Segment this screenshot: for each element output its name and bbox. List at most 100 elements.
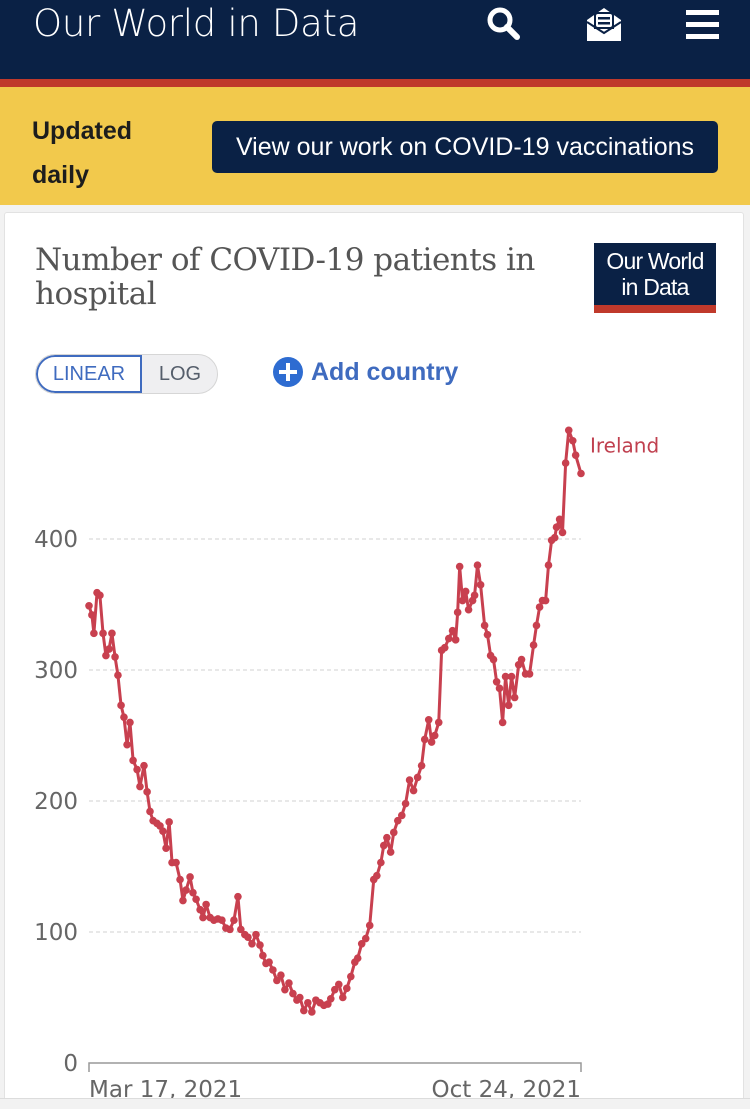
- data-point: [434, 718, 443, 727]
- data-point: [504, 701, 513, 710]
- newsletter-icon[interactable]: [584, 4, 624, 44]
- data-point: [393, 816, 402, 825]
- data-point: [252, 930, 260, 939]
- data-point: [405, 776, 414, 784]
- data-point: [192, 895, 200, 904]
- log-scale-button[interactable]: LOG: [158, 363, 202, 385]
- logo-red-bar: [594, 305, 716, 313]
- series-label: Ireland: [590, 433, 659, 457]
- data-point: [88, 611, 96, 619]
- data-point: [265, 958, 273, 966]
- data-point: [401, 799, 410, 808]
- y-tick-label: 400: [34, 527, 78, 553]
- data-point: [480, 621, 489, 630]
- data-point: [120, 713, 128, 721]
- data-point: [123, 740, 131, 749]
- data-point: [269, 966, 277, 974]
- data-point: [535, 603, 544, 611]
- data-point: [326, 995, 335, 1003]
- data-point: [117, 701, 125, 710]
- data-point: [383, 833, 391, 842]
- logo-line-1: Our World: [606, 248, 704, 274]
- data-point: [146, 807, 154, 816]
- search-icon[interactable]: [484, 4, 524, 44]
- data-point: [226, 925, 234, 934]
- data-point: [273, 976, 281, 985]
- data-point: [300, 1006, 308, 1015]
- data-point: [202, 900, 210, 909]
- add-country-button[interactable]: Add country: [273, 355, 458, 389]
- vaccinations-cta-button[interactable]: View our work on COVID-19 vaccinations: [212, 121, 718, 173]
- data-point: [218, 916, 226, 925]
- data-point: [289, 989, 297, 998]
- data-point: [473, 561, 482, 569]
- plus-circle-icon: [273, 357, 303, 387]
- data-point: [129, 756, 137, 765]
- menu-icon[interactable]: [684, 4, 724, 44]
- data-point: [417, 761, 426, 770]
- data-point: [361, 934, 370, 943]
- data-point: [453, 608, 462, 617]
- data-point: [186, 873, 194, 881]
- data-point: [448, 626, 457, 635]
- data-point: [495, 684, 504, 693]
- data-point: [492, 677, 501, 686]
- data-point: [561, 459, 570, 467]
- data-point: [424, 715, 433, 724]
- data-point: [102, 651, 110, 660]
- data-point: [196, 905, 204, 914]
- data-point: [334, 980, 343, 989]
- data-point: [389, 828, 398, 837]
- x-axis-line: [88, 1062, 582, 1072]
- data-point: [529, 641, 538, 649]
- data-point: [357, 939, 366, 948]
- data-point: [564, 426, 573, 435]
- data-point: [99, 629, 107, 638]
- data-point: [304, 998, 312, 1007]
- update-banner: Updated daily View our work on COVID-19 …: [0, 87, 750, 205]
- data-point: [568, 436, 577, 445]
- data-point: [498, 718, 507, 727]
- site-brand[interactable]: Our World in Data: [33, 2, 360, 45]
- data-point: [308, 1008, 316, 1016]
- data-point: [96, 591, 104, 600]
- data-point: [451, 636, 460, 644]
- data-point: [136, 782, 144, 791]
- data-point: [379, 841, 388, 850]
- y-tick-label: 300: [34, 658, 78, 684]
- data-point: [285, 979, 293, 987]
- owid-logo[interactable]: Our World in Data: [594, 243, 716, 305]
- data-point: [517, 655, 526, 664]
- data-point: [143, 788, 151, 796]
- header-red-stripe: [0, 79, 750, 87]
- data-point: [111, 653, 119, 661]
- data-point: [470, 591, 479, 600]
- data-point: [440, 643, 449, 652]
- data-point: [140, 761, 148, 770]
- data-point: [105, 645, 113, 653]
- data-point: [338, 993, 347, 1002]
- data-point: [165, 818, 173, 826]
- data-point: [256, 941, 264, 949]
- data-point: [347, 972, 355, 981]
- data-point: [248, 939, 256, 948]
- data-point: [189, 888, 197, 897]
- data-point: [108, 629, 116, 638]
- linear-scale-button[interactable]: LINEAR: [36, 355, 142, 393]
- data-point: [199, 913, 207, 922]
- data-point: [558, 528, 567, 537]
- data-point: [455, 562, 464, 571]
- data-point: [377, 858, 385, 867]
- series-line-ireland: [87, 428, 583, 1014]
- add-country-label: Add country: [311, 358, 459, 386]
- y-tick-label: 200: [34, 789, 78, 815]
- data-point: [330, 985, 339, 994]
- data-point: [476, 581, 485, 589]
- data-point: [427, 738, 436, 746]
- data-point: [296, 993, 304, 1002]
- data-point: [365, 921, 374, 930]
- data-point: [464, 605, 473, 614]
- data-point: [525, 670, 534, 678]
- y-tick-label: 100: [34, 920, 78, 946]
